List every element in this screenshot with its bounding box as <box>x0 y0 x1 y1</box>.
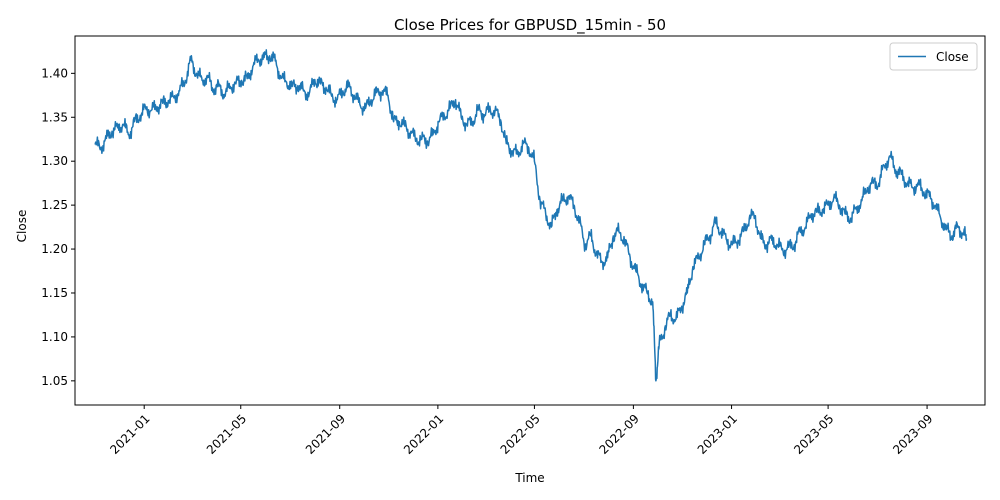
plot-frame <box>74 35 986 406</box>
x-axis-ticks: 2021-01 2021-05 2021-09 2022-01 2022-05 2022-… <box>107 405 936 457</box>
series-layer <box>94 49 968 382</box>
y-tick-label: 1.10 <box>41 330 68 344</box>
y-tick-label: 1.20 <box>41 242 68 256</box>
x-tick-label: 2021-09 <box>303 412 348 457</box>
legend-box <box>889 42 978 71</box>
x-tick-label: 2021-05 <box>204 412 249 457</box>
series-line-close <box>94 49 968 382</box>
y-tick-label: 1.05 <box>41 374 68 388</box>
x-tick-label: 2023-01 <box>695 412 740 457</box>
y-tick-label: 1.30 <box>41 154 68 168</box>
x-tick-label: 2023-05 <box>791 412 836 457</box>
x-tick-label: 2022-05 <box>498 412 543 457</box>
x-tick-label: 2022-09 <box>597 412 642 457</box>
chart-title: Close Prices for GBPUSD_15min - 50 <box>394 16 666 35</box>
legend-label-close: Close <box>936 50 969 64</box>
y-tick-label: 1.35 <box>41 110 68 124</box>
x-tick-label: 2021-01 <box>107 412 152 457</box>
legend: Close <box>889 42 978 71</box>
x-tick-label: 2023-09 <box>890 412 935 457</box>
y-tick-label: 1.25 <box>41 198 68 212</box>
y-tick-label: 1.40 <box>41 66 68 80</box>
y-axis-ticks: 1.05 1.10 1.15 1.20 1.25 1.30 1.35 1.40 <box>41 66 75 388</box>
y-tick-label: 1.15 <box>41 286 68 300</box>
x-axis-label: Time <box>514 471 544 485</box>
y-axis-label: Close <box>15 210 29 243</box>
x-tick-label: 2022-01 <box>401 412 446 457</box>
